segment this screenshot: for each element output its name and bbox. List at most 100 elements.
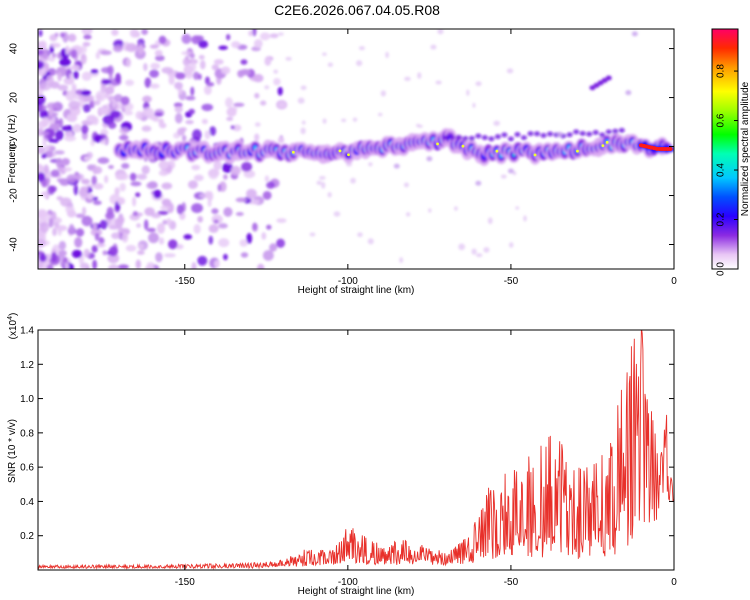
heatmap-speckle <box>162 219 168 225</box>
heatmap-speckle <box>108 246 118 257</box>
heatmap-speckle <box>79 186 89 193</box>
heatmap-speckle <box>125 58 132 68</box>
heatmap-branch-blob <box>442 135 449 141</box>
heatmap-speckle <box>507 168 514 174</box>
snr-y-tick-label: 0.4 <box>20 497 34 508</box>
heatmap-speckle <box>223 174 228 180</box>
heatmap-branch-blob <box>527 131 534 137</box>
heatmap-speckle <box>188 108 195 115</box>
heatmap-speckle <box>137 243 145 249</box>
heatmap-speckle <box>155 55 165 62</box>
heatmap-speckle <box>246 188 257 199</box>
heatmap-speckle <box>117 216 125 224</box>
heatmap-speckle <box>81 178 90 185</box>
heatmap-speckle <box>125 79 135 86</box>
heatmap-branch-blob <box>481 135 488 141</box>
heatmap-speckle <box>403 182 409 188</box>
heatmap-speckle <box>108 164 114 170</box>
heatmap-speckle <box>166 218 172 226</box>
heatmap-speckle <box>208 224 219 233</box>
heatmap-speckle <box>327 192 332 198</box>
heatmap-speckle <box>75 228 85 237</box>
heatmap-speckle <box>92 166 103 175</box>
heatmap-speckle <box>225 33 231 41</box>
snr-y-tick-label: 0.6 <box>20 463 34 474</box>
heatmap-speckle <box>223 253 228 261</box>
heatmap-speckle <box>239 239 248 247</box>
heatmap-speckle <box>181 51 193 56</box>
heatmap-speckle <box>55 129 64 141</box>
colorbar-tick-label: 0.4 <box>716 163 727 177</box>
heatmap-speckle <box>129 29 139 38</box>
heatmap-branch-blob <box>540 132 547 138</box>
heatmap-speckle <box>53 222 60 228</box>
heatmap-ridge-peak <box>667 147 673 151</box>
heatmap-speckle <box>111 29 119 36</box>
heatmap-speckle <box>190 86 195 96</box>
heatmap-branch-blob <box>592 130 599 136</box>
heatmap-y-axis-label: Frequency (Hz) <box>7 115 18 184</box>
snr-y-axis-label: SNR (10 * v/v) <box>7 419 18 483</box>
heatmap-branch-blob <box>501 132 508 138</box>
heatmap-speckle <box>264 85 270 90</box>
heatmap-speckle <box>97 157 110 164</box>
heatmap-speckle <box>68 223 75 234</box>
heatmap-speckle <box>472 102 476 108</box>
heatmap-speckle <box>74 173 85 181</box>
heatmap-speckle <box>80 53 87 65</box>
heatmap-speckle <box>358 46 365 51</box>
heatmap-speckle <box>75 213 85 219</box>
heatmap-speckle <box>142 107 154 117</box>
heatmap-speckle <box>92 116 99 126</box>
heatmap-speckle <box>252 222 257 231</box>
heatmap-speckle <box>192 71 200 81</box>
heatmap-speckle <box>223 207 233 217</box>
heatmap-speckle <box>232 124 242 132</box>
heatmap-speckle <box>91 245 98 253</box>
heatmap-speckle <box>66 113 78 123</box>
colorbar-label: Normalized spectral amplitude <box>740 81 750 216</box>
figure-title: C2E6.2026.067.04.05.R08 <box>274 2 440 18</box>
heatmap-speckle <box>218 223 228 229</box>
heatmap-speckle <box>108 121 117 129</box>
heatmap-ridge-peak <box>576 149 579 153</box>
heatmap-speckle <box>81 206 87 216</box>
heatmap-speckle <box>57 84 69 91</box>
heatmap-speckle <box>276 218 287 223</box>
heatmap-speckle <box>515 206 520 210</box>
heatmap-speckle <box>65 45 70 56</box>
heatmap-speckle <box>233 102 245 107</box>
heatmap-speckle <box>213 219 219 224</box>
snr-x-tick-label: -150 <box>175 577 195 588</box>
colorbar <box>711 28 739 270</box>
heatmap-speckle <box>333 211 341 217</box>
heatmap-speckle <box>149 83 160 89</box>
heatmap-speckle <box>125 43 138 53</box>
heatmap-ridge-peak <box>533 153 537 157</box>
heatmap-speckle <box>83 156 92 161</box>
heatmap-x-tick-label: 0 <box>671 276 677 287</box>
snr-x-axis-label: Height of straight line (km) <box>298 586 415 597</box>
heatmap-speckle <box>430 44 437 50</box>
heatmap-speckle <box>107 65 114 76</box>
heatmap-speckle <box>154 49 163 57</box>
heatmap-speckle <box>132 211 138 217</box>
heatmap-speckle <box>119 127 130 135</box>
heatmap-speckle <box>158 35 167 45</box>
heatmap-speckle <box>230 165 241 176</box>
heatmap-speckle <box>277 32 284 36</box>
colorbar-tick-label: 0.8 <box>716 64 727 78</box>
heatmap-speckle <box>240 252 249 258</box>
heatmap-speckle <box>254 92 260 99</box>
heatmap-speckle <box>243 169 256 179</box>
heatmap-speckle <box>276 238 286 248</box>
heatmap-speckle <box>55 157 63 168</box>
heatmap-speckle <box>48 137 54 143</box>
heatmap-speckle <box>266 224 272 230</box>
heatmap-speckle <box>141 29 148 36</box>
heatmap-speckle <box>104 175 109 184</box>
heatmap-speckle <box>239 68 251 76</box>
heatmap-speckle <box>262 250 274 261</box>
heatmap-speckle <box>92 222 98 232</box>
